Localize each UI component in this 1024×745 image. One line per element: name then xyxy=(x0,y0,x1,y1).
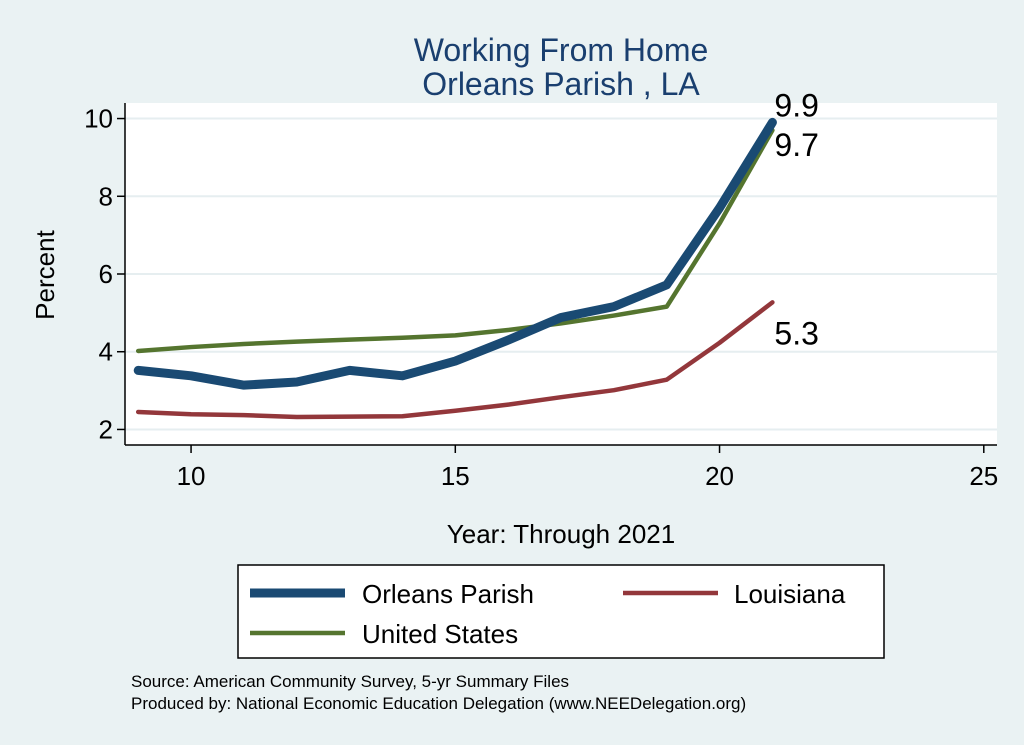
chart-title-line-2: Orleans Parish , LA xyxy=(422,66,700,102)
chart-title-line-1: Working From Home xyxy=(414,32,709,68)
axis-ticks: 2 4 6 8 10 10 15 20 25 xyxy=(84,104,998,491)
series-lines xyxy=(133,117,777,420)
series-line-united-states xyxy=(135,127,775,354)
source-note: Source: American Community Survey, 5-yr … xyxy=(131,672,569,691)
y-tick-label: 2 xyxy=(99,414,113,444)
end-label-orleans-parish: 9.9 xyxy=(774,87,818,123)
x-axis-title: Year: Through 2021 xyxy=(447,519,675,549)
end-label-united-states: 9.7 xyxy=(774,127,818,163)
legend: Orleans Parish Louisiana United States xyxy=(250,579,846,649)
end-labels: 9.9 5.3 9.7 xyxy=(774,87,818,351)
x-tick-label: 15 xyxy=(441,461,470,491)
gridlines xyxy=(125,117,997,431)
y-tick-label: 10 xyxy=(84,104,113,134)
series-line-orleans-parish xyxy=(133,117,777,390)
x-tick-label: 25 xyxy=(969,461,998,491)
producer-note: Produced by: National Economic Education… xyxy=(131,694,746,713)
y-tick-label: 8 xyxy=(99,181,113,211)
series-line-louisiana xyxy=(135,300,775,420)
x-tick-label: 10 xyxy=(177,461,206,491)
y-tick-label: 4 xyxy=(99,337,113,367)
x-tick-label: 20 xyxy=(705,461,734,491)
legend-box xyxy=(237,564,885,659)
y-tick-label: 6 xyxy=(99,259,113,289)
legend-label-united-states: United States xyxy=(362,619,518,649)
legend-label-louisiana: Louisiana xyxy=(734,579,846,609)
legend-label-orleans-parish: Orleans Parish xyxy=(362,579,534,609)
end-label-louisiana: 5.3 xyxy=(774,315,818,351)
y-axis-title: Percent xyxy=(30,229,60,319)
